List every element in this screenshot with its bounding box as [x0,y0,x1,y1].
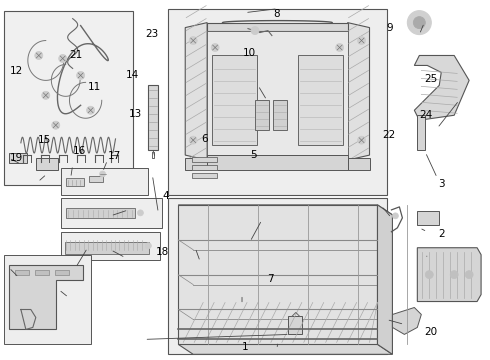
Bar [417,115,425,150]
Bar [192,165,217,170]
Circle shape [465,271,473,279]
Circle shape [336,44,343,51]
Text: 13: 13 [129,109,142,119]
Bar [255,100,269,130]
Bar [55,270,69,275]
Text: 1: 1 [242,342,248,352]
Text: 19: 19 [10,153,23,163]
Bar [417,211,439,225]
Bar [207,31,347,155]
Text: 7: 7 [267,274,273,284]
Circle shape [251,27,259,35]
Bar [207,23,347,31]
Bar [15,270,29,275]
Bar [347,158,369,170]
Bar [65,242,149,254]
Text: 4: 4 [162,191,169,201]
Bar [273,100,287,130]
Circle shape [146,243,151,249]
Text: 23: 23 [145,29,158,39]
Text: 8: 8 [273,9,280,19]
Bar [4,11,133,185]
Text: 24: 24 [420,110,433,120]
Bar [9,153,27,163]
Bar [35,270,49,275]
Text: 3: 3 [438,179,444,189]
Circle shape [87,106,95,114]
Polygon shape [347,23,369,160]
Bar [61,198,162,228]
Text: 22: 22 [383,130,396,140]
Bar [4,255,91,345]
Polygon shape [178,205,392,215]
Circle shape [52,121,60,129]
Bar [168,198,388,354]
Circle shape [189,37,197,45]
Text: 21: 21 [69,50,82,60]
Bar [168,9,388,195]
Bar [66,208,135,218]
Circle shape [392,213,398,219]
Bar [212,55,257,145]
Text: 25: 25 [425,74,438,84]
Text: 17: 17 [107,150,121,161]
Bar [192,157,217,162]
Polygon shape [417,248,481,302]
Circle shape [425,271,433,279]
Bar [192,173,217,178]
Circle shape [358,37,366,45]
Bar [148,85,158,150]
Bar [89,176,102,182]
Circle shape [407,11,431,35]
Text: 12: 12 [10,66,23,76]
Text: 14: 14 [125,70,139,80]
Circle shape [414,17,425,28]
Bar [288,316,302,334]
Circle shape [211,44,219,51]
Text: 16: 16 [73,146,86,156]
Circle shape [450,271,458,279]
Text: 10: 10 [243,48,256,58]
Circle shape [99,171,105,177]
Polygon shape [415,55,469,120]
Text: 5: 5 [250,150,256,160]
Circle shape [358,136,366,144]
Text: 15: 15 [38,135,51,145]
Text: 20: 20 [425,327,438,337]
Bar [185,158,207,170]
Polygon shape [178,205,377,345]
Polygon shape [178,345,392,354]
Polygon shape [185,23,207,160]
Polygon shape [9,265,83,329]
Bar [298,55,343,145]
Bar [66,178,84,186]
Text: 9: 9 [387,23,393,33]
Circle shape [189,136,197,144]
Circle shape [42,91,50,99]
Circle shape [59,54,67,62]
Circle shape [76,71,85,80]
Text: 18: 18 [156,247,170,257]
Text: 6: 6 [201,134,208,144]
Bar [207,155,347,170]
Text: 2: 2 [438,229,444,239]
Bar [61,232,160,260]
Bar [61,168,148,195]
Polygon shape [392,307,421,334]
Circle shape [137,210,144,216]
Text: 11: 11 [88,82,101,92]
Bar [36,158,58,170]
Circle shape [35,51,43,59]
Polygon shape [377,205,392,354]
